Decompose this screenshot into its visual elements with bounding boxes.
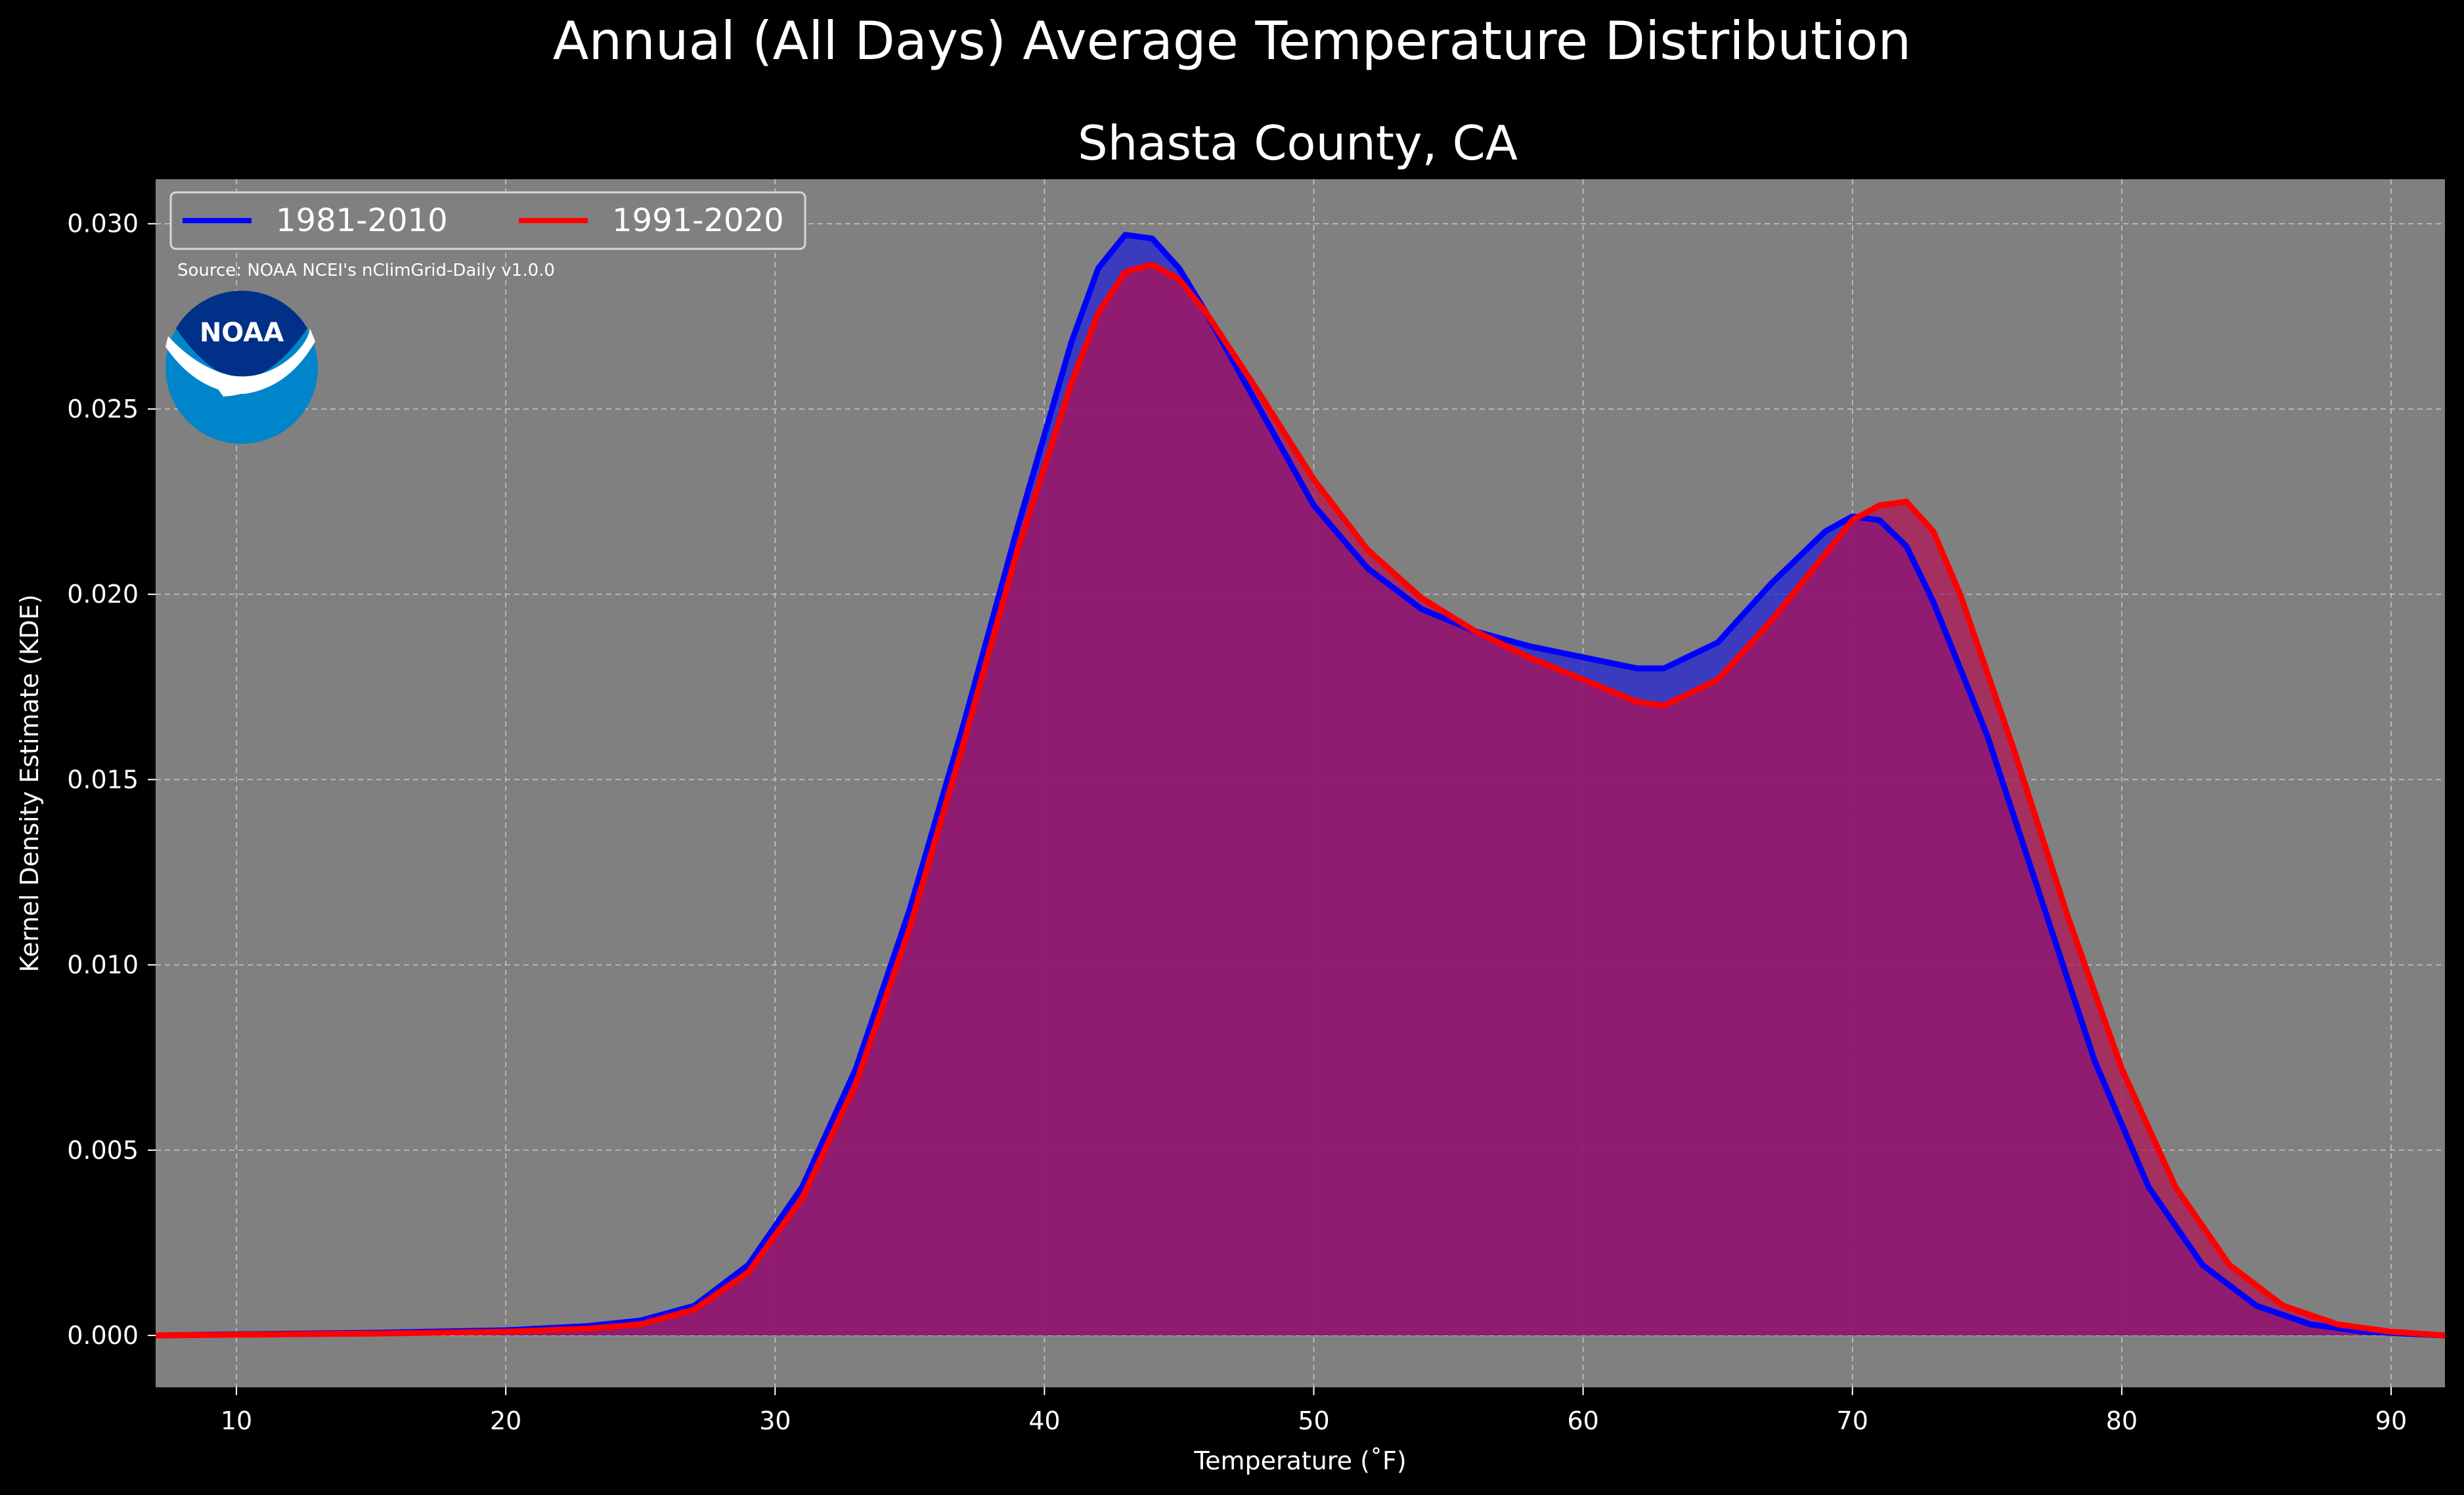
y-tick-label: 0.015 [67, 765, 139, 794]
noaa-logo: NOAA [165, 290, 318, 444]
y-axis-label: Kernel Density Estimate (KDE) [15, 594, 44, 972]
y-tick-label: 0.000 [67, 1321, 139, 1350]
x-tick-label: 60 [1567, 1406, 1598, 1435]
y-tick-label: 0.030 [67, 209, 139, 238]
x-tick-label: 10 [221, 1406, 252, 1435]
x-tick-label: 30 [759, 1406, 791, 1435]
x-axis-label: Temperature (˚F) [1193, 1446, 1406, 1475]
series-area-1991-2020 [156, 264, 2445, 1335]
x-tick-label: 90 [2375, 1406, 2407, 1435]
y-tick-label: 0.025 [67, 395, 139, 423]
x-tick-label: 50 [1298, 1406, 1329, 1435]
noaa-logo-text: NOAA [200, 318, 284, 348]
legend-label-1981-2010: 1981-2010 [276, 202, 448, 239]
x-tick-label: 40 [1028, 1406, 1060, 1435]
legend: 1981-2010 1991-2020 [169, 191, 806, 250]
legend-label-1991-2020: 1991-2020 [612, 202, 784, 239]
y-tick-label: 0.020 [67, 580, 139, 609]
axis-ticks: 10 20 30 40 50 60 70 80 90 0.000 0.005 0.010 0.015 0.… [67, 209, 2407, 1435]
series-line-1991-2020 [155, 261, 2446, 1339]
legend-box [169, 191, 806, 250]
y-tick-label: 0.005 [67, 1136, 139, 1165]
y-tick-label: 0.010 [67, 951, 139, 980]
series-layer [155, 232, 2446, 1339]
chart-title: Shasta County, CA [1078, 116, 1518, 171]
x-tick-label: 70 [1837, 1406, 1868, 1435]
source-note: Source: NOAA NCEI's nClimGrid-Daily v1.0… [177, 261, 555, 280]
x-tick-label: 80 [2106, 1406, 2138, 1435]
series-line-1981-2010 [155, 232, 2446, 1339]
x-tick-label: 20 [490, 1406, 521, 1435]
chart-suptitle: Annual (All Days) Average Temperature Di… [553, 11, 1911, 72]
